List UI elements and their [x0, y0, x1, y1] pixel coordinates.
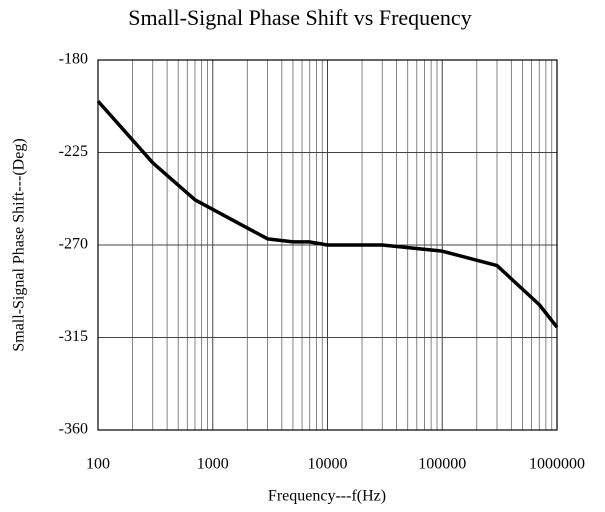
y-tick-label: -225	[59, 143, 88, 160]
data-line	[96, 99, 559, 329]
x-axis-label: Frequency---f(Hz)	[268, 488, 386, 505]
x-tick-label: 100	[86, 456, 110, 473]
plot-border	[97, 59, 558, 431]
x-tick-label: 10000	[308, 456, 348, 473]
y-axis-label: Small-Signal Phase Shift---(Deg)	[11, 138, 28, 351]
x-tick-label: 1000	[197, 456, 229, 473]
x-tick-label: 100000	[418, 456, 466, 473]
y-tick-label: -180	[59, 51, 88, 68]
y-tick-label: -315	[59, 328, 88, 345]
y-tick-label: -270	[59, 236, 88, 253]
chart-title: Small-Signal Phase Shift vs Frequency	[128, 5, 471, 30]
x-tick-label: 1000000	[529, 456, 585, 473]
y-tick-label: -360	[59, 421, 88, 438]
